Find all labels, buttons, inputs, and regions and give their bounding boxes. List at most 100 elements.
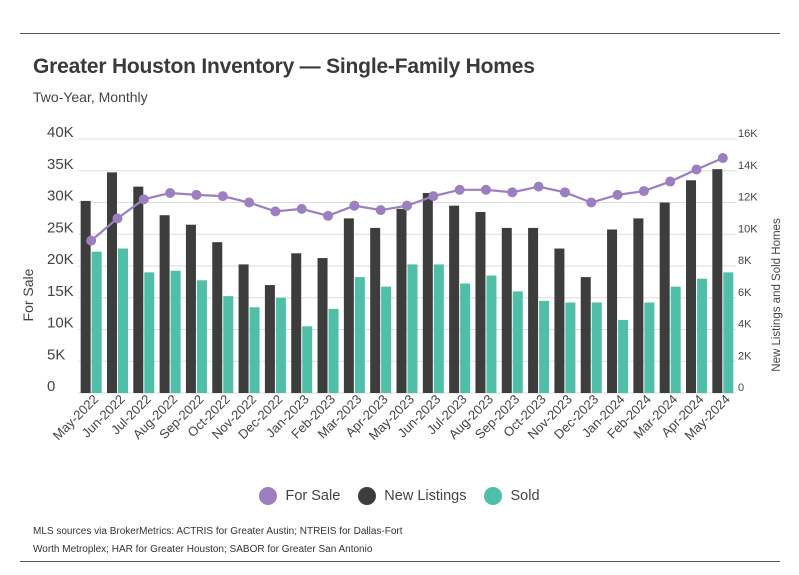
bar-sold: [275, 297, 286, 393]
bar-sold: [618, 319, 629, 393]
bar-new-listings: [106, 172, 117, 393]
bar-sold: [433, 264, 444, 393]
bar-new-listings: [449, 205, 460, 393]
y2-tick-label: 14K: [738, 160, 758, 172]
bar-sold: [328, 308, 339, 393]
point-for-sale: [691, 164, 702, 175]
bar-sold: [196, 280, 207, 393]
bar-new-listings: [291, 253, 302, 393]
bar-sold: [381, 286, 392, 393]
point-for-sale: [480, 184, 491, 195]
bar-new-listings: [501, 227, 512, 393]
bar-new-listings: [528, 227, 539, 393]
point-for-sale: [586, 197, 597, 208]
chart-subtitle: Two-Year, Monthly: [33, 89, 148, 105]
legend-swatch-sold: [484, 487, 503, 505]
y2-tick-label: 6K: [738, 287, 752, 299]
y2-tick-label: 4K: [738, 319, 752, 331]
bar-sold: [354, 277, 365, 393]
bar-sold: [539, 300, 550, 393]
bar-new-listings: [475, 212, 486, 393]
bar-new-listings: [607, 229, 618, 393]
bar-new-listings: [343, 218, 354, 393]
bar-new-listings: [712, 169, 723, 393]
legend-item-sold: Sold: [484, 487, 540, 505]
bar-new-listings: [264, 285, 275, 393]
chart-canvas: 0 5K 10K 15K 20K 25K 30K 35K 40K 0 2K 4K 6K 8K 10K 12K 1…: [20, 124, 783, 443]
bar-new-listings: [212, 242, 223, 393]
point-for-sale: [507, 187, 518, 198]
y-tick-label: 20K: [47, 251, 74, 268]
source-note-line-2: Worth Metroplex; HAR for Greater Houston…: [33, 544, 373, 555]
y-axis-label: For Sale: [20, 268, 36, 321]
point-for-sale: [296, 203, 307, 214]
point-for-sale: [217, 191, 228, 202]
bar-new-listings: [396, 208, 407, 393]
y2-tick-label: 8K: [738, 255, 752, 267]
point-for-sale: [349, 200, 360, 211]
bar-sold: [723, 272, 734, 393]
top-rule: [20, 33, 780, 34]
point-for-sale: [138, 194, 149, 205]
y-tick-label: 5K: [47, 346, 65, 363]
bar-sold: [591, 302, 602, 393]
bar-new-listings: [185, 224, 196, 393]
legend-item-for-sale: For Sale: [259, 487, 340, 505]
y-tick-label: 35K: [47, 156, 74, 173]
legend-swatch-new-listings: [358, 487, 377, 505]
point-for-sale: [428, 191, 439, 202]
point-for-sale: [323, 210, 334, 221]
source-note-line-1: MLS sources via BrokerMetrics: ACTRIS fo…: [33, 526, 403, 537]
legend-label-new-listings: New Listings: [384, 488, 467, 504]
bar-new-listings: [133, 186, 144, 393]
bar-sold: [302, 326, 313, 393]
y-tick-label: 40K: [47, 124, 74, 141]
y2-tick-label: 2K: [738, 350, 752, 362]
y-tick-label: 25K: [47, 219, 74, 236]
legend: For Sale New Listings Sold: [0, 487, 799, 505]
y2-tick-label: 0: [738, 382, 744, 394]
legend-swatch-for-sale: [259, 487, 278, 505]
point-for-sale: [165, 187, 176, 198]
bar-new-listings: [633, 218, 644, 393]
point-for-sale: [612, 189, 623, 200]
y-tick-label: 30K: [47, 188, 74, 205]
point-for-sale: [86, 235, 97, 246]
bar-sold: [512, 291, 523, 393]
bar-new-listings: [238, 264, 249, 393]
point-for-sale: [244, 197, 255, 208]
point-for-sale: [454, 184, 465, 195]
bar-sold: [223, 296, 234, 393]
bar-sold: [117, 248, 128, 393]
bar-sold: [644, 302, 655, 393]
legend-label-for-sale: For Sale: [285, 488, 341, 504]
y-tick-label: 10K: [47, 315, 74, 332]
bar-new-listings: [580, 277, 591, 393]
y2-tick-label: 10K: [738, 223, 758, 235]
bar-sold: [249, 307, 260, 393]
bar-sold: [565, 302, 576, 393]
bar-sold: [144, 272, 155, 393]
bar-sold: [407, 264, 418, 393]
bar-new-listings: [159, 215, 170, 393]
point-for-sale: [638, 186, 649, 197]
bar-new-listings: [554, 248, 565, 393]
y-tick-label: 15K: [47, 283, 74, 300]
bar-new-listings: [80, 200, 91, 393]
bar-new-listings: [370, 227, 381, 393]
y2-tick-label: 16K: [738, 128, 758, 140]
bar-sold: [670, 286, 681, 393]
point-for-sale: [191, 189, 202, 200]
bottom-rule: [20, 561, 780, 562]
bar-sold: [170, 270, 181, 393]
legend-label-sold: Sold: [510, 488, 540, 504]
point-for-sale: [402, 200, 412, 211]
point-for-sale: [375, 205, 386, 216]
y-tick-label: 0: [47, 378, 55, 395]
bar-sold: [486, 275, 497, 393]
legend-item-new-listings: New Listings: [358, 487, 466, 505]
point-for-sale: [665, 176, 676, 187]
point-for-sale: [112, 213, 123, 224]
bar-new-listings: [422, 192, 433, 393]
bar-sold: [697, 278, 708, 393]
